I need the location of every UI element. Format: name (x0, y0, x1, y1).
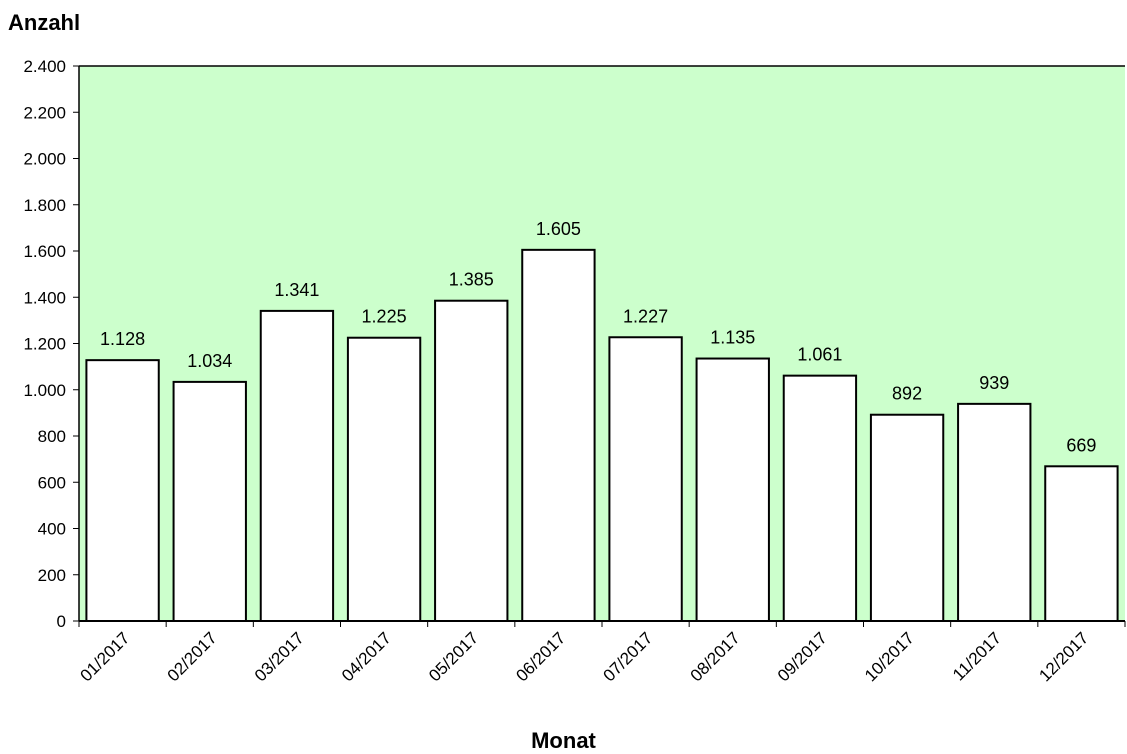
bar-value-label: 1.225 (362, 307, 407, 327)
bar-value-label: 892 (892, 384, 922, 404)
value-labels: 1.128 1.034 1.341 1.225 1.385 1.605 1.227 1.135… (100, 219, 1096, 455)
plot-area (79, 66, 1125, 621)
bar (85, 359, 160, 622)
x-tick-label: 01/2017 (77, 628, 134, 685)
bar-value-label: 1.061 (797, 345, 842, 365)
x-tick-label: 07/2017 (600, 628, 657, 685)
bar (1044, 465, 1119, 623)
bar-value-label: 1.034 (187, 351, 232, 371)
x-axis-title: Monat (531, 728, 596, 753)
y-tick-label: 1.400 (23, 288, 66, 307)
x-tick-label: 08/2017 (687, 628, 744, 685)
y-tick-label: 1.600 (23, 242, 66, 261)
bar (172, 380, 247, 623)
x-tick-label: 12/2017 (1035, 628, 1092, 685)
bar (782, 374, 858, 622)
y-tick-label: 0 (57, 612, 66, 631)
y-tick-label: 1.200 (23, 335, 66, 354)
y-tick-label: 2.000 (23, 150, 66, 169)
y-tick-label: 1.800 (23, 196, 66, 215)
bar-value-label: 1.341 (274, 280, 319, 300)
x-axis: 01/2017 02/2017 03/2017 04/2017 05/2017 06/20… (77, 620, 1126, 685)
x-tick-label: 06/2017 (512, 628, 569, 685)
x-tick-label: 05/2017 (425, 628, 482, 685)
y-tick-label: 400 (38, 520, 66, 539)
bar (259, 309, 335, 622)
bar-value-label: 1.227 (623, 306, 668, 326)
bar-value-label: 1.135 (710, 328, 755, 348)
bar-value-label: 939 (979, 373, 1009, 393)
bar-value-label: 1.385 (449, 270, 494, 290)
y-axis-title: Anzahl (8, 10, 81, 35)
y-tick-label: 2.400 (23, 57, 66, 76)
bar (695, 357, 770, 622)
x-tick-label: 11/2017 (949, 628, 1005, 684)
x-tick-label: 04/2017 (338, 628, 395, 685)
bar (521, 248, 596, 622)
y-tick-label: 600 (38, 473, 66, 492)
bar (346, 336, 422, 622)
y-tick-label: 1.000 (23, 381, 66, 400)
y-axis: 0 200 400 600 800 1.000 1.200 1.400 1.600 1.800 2.… (23, 57, 1125, 631)
x-tick-label: 09/2017 (774, 628, 831, 685)
bar (434, 299, 509, 622)
bars (85, 248, 1119, 623)
bar (957, 402, 1032, 623)
bar-value-label: 1.605 (536, 219, 581, 239)
bar-value-label: 669 (1066, 435, 1096, 455)
bar (869, 413, 945, 622)
bar (608, 336, 683, 622)
bar-value-label: 1.128 (100, 329, 145, 349)
y-tick-label: 2.200 (23, 103, 66, 122)
y-tick-label: 800 (38, 427, 66, 446)
y-tick-label: 200 (38, 566, 66, 585)
x-tick-label: 10/2017 (861, 628, 918, 685)
x-tick-label: 02/2017 (164, 628, 221, 685)
x-tick-label: 03/2017 (251, 628, 308, 685)
